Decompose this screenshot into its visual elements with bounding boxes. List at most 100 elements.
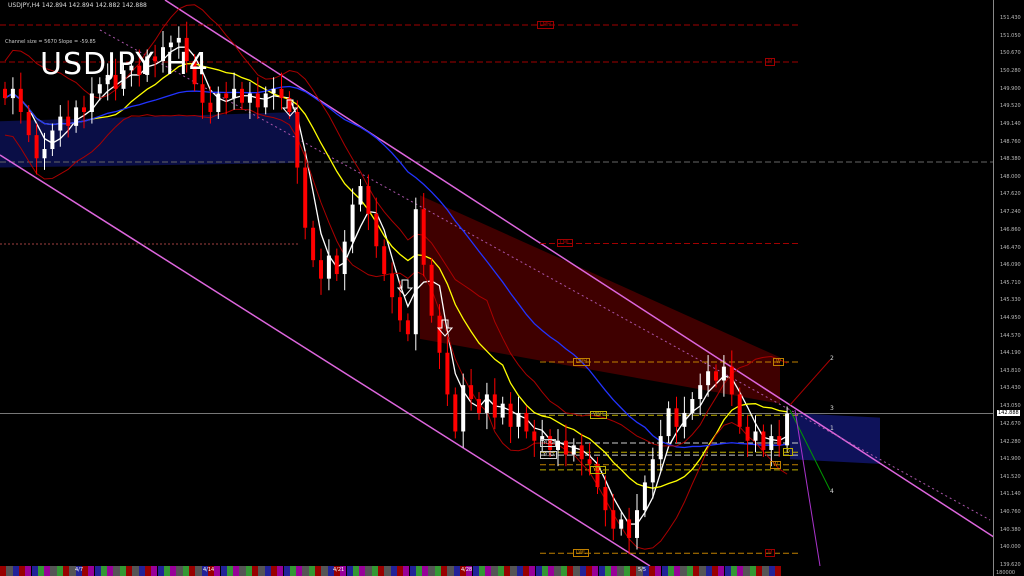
time-segment (163, 566, 171, 576)
candle-body (168, 42, 173, 48)
candle-body (374, 213, 379, 247)
price-tick: 146.090 (1000, 262, 1021, 269)
candle-body (627, 519, 632, 538)
time-segment (176, 566, 183, 576)
candle-body (50, 130, 55, 150)
candle-body (42, 149, 47, 159)
time-segment (352, 566, 360, 576)
time-segment (699, 566, 706, 576)
channel-info: Channel size = 5670 Slope = -59.85 (5, 39, 96, 45)
candle-body (500, 403, 505, 418)
price-tick: 145.330 (1000, 297, 1021, 304)
candle-body (326, 255, 331, 279)
time-segment (94, 566, 101, 576)
footer-value: 180000 (996, 570, 1016, 576)
time-segment (554, 566, 561, 576)
time-segment (88, 566, 95, 576)
candle-body (232, 88, 237, 99)
candle-body (192, 61, 197, 85)
price-tick: 144.950 (1000, 315, 1021, 322)
time-segment (69, 566, 76, 576)
time-segment (195, 566, 202, 576)
price-tick: 151.430 (1000, 15, 1021, 21)
time-segment (340, 566, 347, 576)
candle-body (785, 413, 790, 446)
candle-body (674, 408, 679, 427)
price-axis[interactable] (993, 0, 1024, 576)
wave-label: 2 (830, 355, 834, 362)
time-segment (264, 566, 271, 576)
time-segment (189, 566, 196, 576)
price-tick: 150.280 (1000, 68, 1021, 75)
time-label: 4/14 (203, 567, 215, 573)
price-tick: 143.810 (1000, 367, 1021, 374)
time-segment (541, 566, 549, 576)
time-segment (302, 566, 309, 576)
candle-body (682, 412, 687, 427)
candle-body (74, 107, 79, 126)
time-segment (226, 566, 234, 576)
time-segment (485, 566, 492, 576)
candle-body (563, 440, 568, 455)
candle-body (287, 98, 292, 112)
price-tick: 140.760 (1000, 509, 1021, 516)
sma-slow-line (4, 85, 788, 449)
level-label: YDC (540, 439, 557, 448)
time-segment (252, 566, 259, 576)
wave-label: 1 (830, 425, 834, 432)
candle-body (413, 209, 418, 335)
candle-body (524, 412, 529, 432)
time-segment (730, 566, 738, 576)
time-segment (522, 566, 530, 576)
time-segment (472, 566, 479, 576)
time-label: 5/5 (638, 567, 647, 573)
time-axis[interactable] (0, 566, 993, 576)
candle-body (200, 84, 205, 103)
level-label: D (783, 448, 793, 457)
time-segment (346, 566, 353, 576)
candle-body (777, 436, 782, 446)
candle-body (279, 88, 284, 99)
candle-body (303, 167, 308, 228)
candle-body (161, 47, 165, 62)
candle-body (3, 88, 7, 99)
kumo-bullish-cloud (790, 412, 880, 464)
band-upper-line (4, 4, 788, 447)
candle-body (247, 93, 252, 103)
time-segment (510, 566, 517, 576)
candle-body (311, 227, 316, 261)
price-tick: 141.900 (1000, 456, 1021, 463)
sma-mid-line (4, 63, 788, 489)
candle-body (698, 385, 703, 400)
price-tick: 141.140 (1000, 491, 1021, 498)
candle-body (690, 399, 695, 413)
candle-body (532, 431, 537, 441)
price-tick: 143.430 (1000, 385, 1021, 392)
time-segment (144, 566, 152, 576)
candle-body (405, 320, 410, 335)
time-segment (327, 566, 334, 576)
price-tick: 151.050 (1000, 32, 1021, 39)
candle-body (295, 111, 300, 168)
candle-body (429, 264, 434, 316)
time-segment (724, 566, 731, 576)
candle-body (706, 371, 711, 386)
candle-body (437, 315, 442, 353)
time-segment (579, 566, 586, 576)
candle-body (666, 408, 671, 437)
candle-body (319, 260, 323, 279)
channel-lower-line (0, 154, 651, 566)
price-tick: 148.000 (1000, 173, 1021, 180)
level-label: YDH (590, 411, 607, 420)
time-segment (422, 566, 429, 576)
candle-body (208, 102, 213, 112)
candle-body (113, 74, 118, 89)
price-chart[interactable] (0, 0, 993, 566)
candle-body (216, 93, 221, 112)
time-segment (491, 566, 498, 576)
candle-body (97, 84, 102, 94)
time-segment (6, 566, 13, 576)
time-segment (31, 566, 38, 576)
time-segment (365, 566, 372, 576)
time-segment (378, 566, 385, 576)
